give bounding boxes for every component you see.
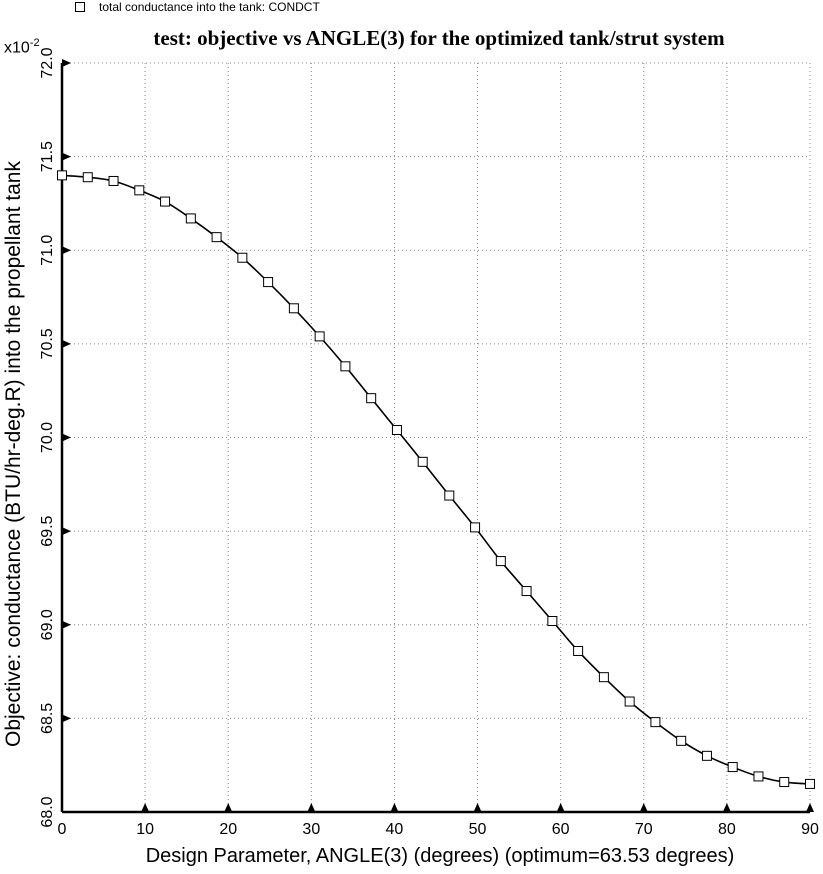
y-multiplier-exponent: -2 [29, 37, 40, 49]
y-tick-label: 69.5 [39, 515, 56, 546]
data-point-square [624, 696, 635, 707]
x-tick-label: 20 [219, 821, 237, 838]
x-tick-marker [224, 803, 233, 812]
data-point-square [676, 735, 687, 746]
x-axis-label: Design Parameter, ANGLE(3) (degrees) (op… [145, 845, 735, 867]
x-tick-marker [307, 803, 316, 812]
x-tick-marker [390, 803, 399, 812]
y-tick-marker [62, 339, 71, 348]
x-tick-label: 10 [136, 821, 154, 838]
data-point-square [185, 213, 196, 224]
y-tick-marker [62, 59, 71, 67]
data-point-square [391, 425, 402, 436]
x-tick-marker [141, 803, 150, 812]
y-tick-label: 71.0 [39, 235, 56, 266]
data-point-square [650, 717, 661, 728]
data-point-square [340, 361, 351, 372]
x-tick-label: 0 [58, 821, 67, 838]
x-tick-marker [722, 803, 731, 812]
series-line [61, 174, 811, 785]
y-tick-label: 70.5 [39, 328, 56, 359]
data-point-square [805, 778, 815, 789]
data-point-square [547, 616, 558, 627]
data-point-square [470, 522, 481, 533]
legend: total conductance into the tank: CONDCT [75, 0, 320, 14]
ticks: 0 10 20 30 40 50 60 70 80 90 68.0 68.5 69.0 69.5 70.0 7… [39, 47, 819, 838]
data-point-square [82, 172, 93, 183]
data-point-square [263, 277, 274, 288]
y-tick-label: 68.5 [39, 703, 56, 734]
x-tick-marker [639, 803, 648, 812]
x-tick-label: 60 [552, 821, 570, 838]
y-tick-label: 72.0 [39, 47, 56, 78]
y-multiplier-base: x10 [4, 39, 30, 57]
data-point-square [417, 456, 428, 467]
data-point-square [134, 185, 145, 196]
y-tick-marker [62, 246, 71, 255]
data-point-square [366, 393, 377, 404]
y-tick-marker [62, 152, 71, 161]
legend-label: total conductance into the tank: CONDCT [99, 0, 320, 14]
x-tick-label: 80 [718, 821, 736, 838]
data-point-square [444, 490, 455, 501]
square-marker-icon [75, 2, 85, 12]
data-point-square [779, 777, 790, 788]
x-tick-marker [556, 803, 565, 812]
y-tick-marker [62, 620, 71, 629]
data-point-square [237, 252, 248, 263]
y-tick-marker [62, 527, 71, 536]
chart-title: test: objective vs ANGLE(3) for the opti… [153, 26, 725, 50]
data-point-square [57, 170, 67, 181]
data-point-square [701, 750, 712, 761]
y-tick-label: 71.5 [39, 141, 56, 172]
data-point-square [495, 556, 506, 567]
data-point-square [753, 771, 764, 782]
data-point-square [573, 645, 584, 656]
x-tick-label: 50 [469, 821, 487, 838]
data-point-square [521, 586, 532, 597]
data-point-square [160, 196, 171, 207]
x-tick-label: 40 [386, 821, 404, 838]
grid [61, 62, 811, 813]
x-tick-label: 30 [302, 821, 320, 838]
x-tick-label: 90 [801, 821, 819, 838]
y-multiplier: x10-2 [4, 37, 40, 57]
data-point-square [727, 762, 738, 773]
series [57, 170, 815, 789]
data-point-square [288, 303, 299, 314]
y-tick-marker [62, 433, 71, 442]
data-point-square [108, 175, 119, 186]
x-tick-marker [473, 803, 482, 812]
data-point-square [314, 331, 325, 342]
y-axis-label: Objective: conductance (BTU/hr-deg.R) in… [2, 161, 25, 747]
data-point-square [598, 672, 609, 683]
x-tick-marker [806, 803, 814, 812]
y-tick-label: 70.0 [39, 422, 56, 453]
y-tick-label: 69.0 [39, 609, 56, 640]
y-tick-marker [62, 714, 71, 723]
x-tick-label: 70 [635, 821, 653, 838]
y-tick-label: 68.0 [39, 796, 56, 827]
data-point-square [211, 232, 222, 243]
